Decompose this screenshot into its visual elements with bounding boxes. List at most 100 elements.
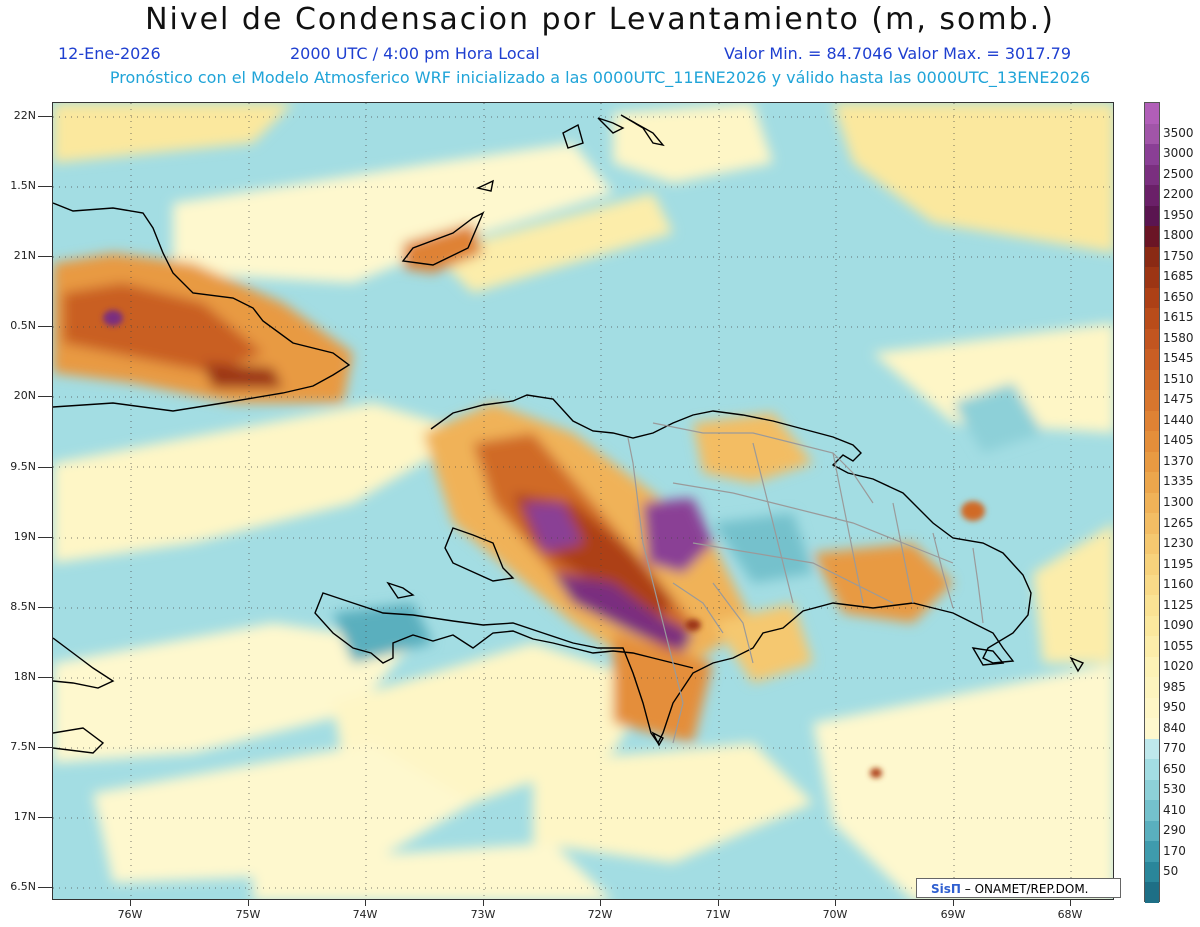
color-bar-label: 1160 <box>1163 577 1194 592</box>
color-bar-segment <box>1145 308 1159 330</box>
color-bar-segment <box>1145 677 1159 699</box>
color-bar-segment <box>1145 841 1159 863</box>
lat-tick <box>38 677 52 678</box>
color-bar-segment <box>1145 656 1159 678</box>
color-bar-segment <box>1145 636 1159 658</box>
lon-tick <box>600 900 601 906</box>
lon-tick <box>248 900 249 906</box>
color-bar-segment <box>1145 513 1159 535</box>
color-bar-segment <box>1145 615 1159 637</box>
color-bar-label: 2500 <box>1163 166 1194 181</box>
sispi-logo: SisΠ <box>931 882 961 896</box>
color-bar-segment <box>1145 246 1159 268</box>
color-bar-segment <box>1145 861 1159 883</box>
lat-tick <box>38 537 52 538</box>
lat-label: 7.5N <box>10 740 36 753</box>
grid-lines <box>53 103 1113 899</box>
color-bar <box>1144 102 1160 904</box>
forecast-date: 12-Ene-2026 <box>58 44 161 63</box>
lat-tick <box>38 116 52 117</box>
lat-tick <box>38 256 52 257</box>
color-bar-label: 3000 <box>1163 146 1194 161</box>
color-bar-segment <box>1145 738 1159 760</box>
credit-text: – ONAMET/REP.DOM. <box>964 882 1089 896</box>
color-bar-segment <box>1145 533 1159 555</box>
color-bar-label: 170 <box>1163 843 1186 858</box>
lon-tick <box>1070 900 1071 906</box>
color-bar-label: 1090 <box>1163 618 1194 633</box>
color-bar-segment <box>1145 369 1159 391</box>
color-bar-label: 1510 <box>1163 371 1194 386</box>
color-bar-label: 290 <box>1163 823 1186 838</box>
color-bar-segment <box>1145 882 1159 904</box>
color-bar-label: 1545 <box>1163 351 1194 366</box>
color-bar-label: 3500 <box>1163 125 1194 140</box>
color-bar-segment <box>1145 123 1159 145</box>
lcl-field <box>53 103 1113 899</box>
lat-label: 21N <box>13 249 36 262</box>
color-bar-segment <box>1145 431 1159 453</box>
color-bar-segment <box>1145 779 1159 801</box>
lon-tick <box>130 900 131 906</box>
color-bar-segment <box>1145 205 1159 227</box>
forecast-time: 2000 UTC / 4:00 pm Hora Local <box>290 44 540 63</box>
lat-tick <box>38 887 52 888</box>
province-borders <box>627 422 984 744</box>
lon-label: 76W <box>117 908 143 921</box>
color-bar-segment <box>1145 820 1159 842</box>
color-bar-label: 1300 <box>1163 495 1194 509</box>
lat-tick <box>38 747 52 748</box>
lat-label: 1.5N <box>10 179 36 192</box>
color-bar-segment <box>1145 451 1159 473</box>
color-bar-label: 1580 <box>1163 330 1194 345</box>
color-bar-segment <box>1145 554 1159 576</box>
color-bar-label: 1125 <box>1163 597 1194 612</box>
lat-tick <box>38 467 52 468</box>
color-bar-label: 985 <box>1163 679 1186 694</box>
color-bar-segment <box>1145 226 1159 248</box>
lon-tick <box>483 900 484 906</box>
min-max-values: Valor Min. = 84.7046 Valor Max. = 3017.7… <box>724 44 1072 63</box>
color-bar-segment <box>1145 472 1159 494</box>
color-bar-label: 840 <box>1163 720 1186 735</box>
lon-label: 68W <box>1057 908 1083 921</box>
color-bar-segment <box>1145 759 1159 781</box>
color-bar-segment <box>1145 697 1159 719</box>
lat-label: 9.5N <box>10 460 36 473</box>
color-bar-label: 1615 <box>1163 310 1194 325</box>
color-bar-label: 1230 <box>1163 536 1194 551</box>
color-bar-segment <box>1145 410 1159 432</box>
lat-tick <box>38 607 52 608</box>
lat-tick <box>38 396 52 397</box>
color-bar-label: 50 <box>1163 864 1179 879</box>
lat-tick <box>38 817 52 818</box>
lon-tick <box>365 900 366 906</box>
color-bar-segment <box>1145 144 1159 166</box>
color-bar-label: 1950 <box>1163 207 1194 222</box>
lon-tick <box>953 900 954 906</box>
lat-label: 0.5N <box>10 319 36 332</box>
color-bar-label: 530 <box>1163 782 1186 797</box>
model-note: Pronóstico con el Modelo Atmosferico WRF… <box>109 68 1091 87</box>
color-bar-label: 410 <box>1163 802 1186 817</box>
color-bar-segment <box>1145 287 1159 309</box>
credit-box: SisΠ – ONAMET/REP.DOM. <box>916 878 1121 898</box>
color-bar-label: 1800 <box>1163 228 1194 243</box>
color-bar-segment <box>1145 574 1159 596</box>
lon-label: 72W <box>587 908 613 921</box>
color-bar-segment <box>1145 328 1159 350</box>
color-bar-label: 1750 <box>1163 248 1194 263</box>
color-bar-segment <box>1145 492 1159 514</box>
lcl-hotspots <box>103 310 985 778</box>
color-bar-label: 2200 <box>1163 187 1194 202</box>
color-bar-label: 1370 <box>1163 453 1194 468</box>
color-bar-label: 1685 <box>1163 269 1194 284</box>
color-bar-segment <box>1145 349 1159 371</box>
color-bar-label: 650 <box>1163 761 1186 776</box>
lon-label: 74W <box>352 908 378 921</box>
map-svg <box>53 103 1113 899</box>
color-bar-segment <box>1145 103 1159 124</box>
color-bar-segment <box>1145 185 1159 207</box>
lon-tick <box>718 900 719 906</box>
lat-label: 6.5N <box>10 880 36 893</box>
